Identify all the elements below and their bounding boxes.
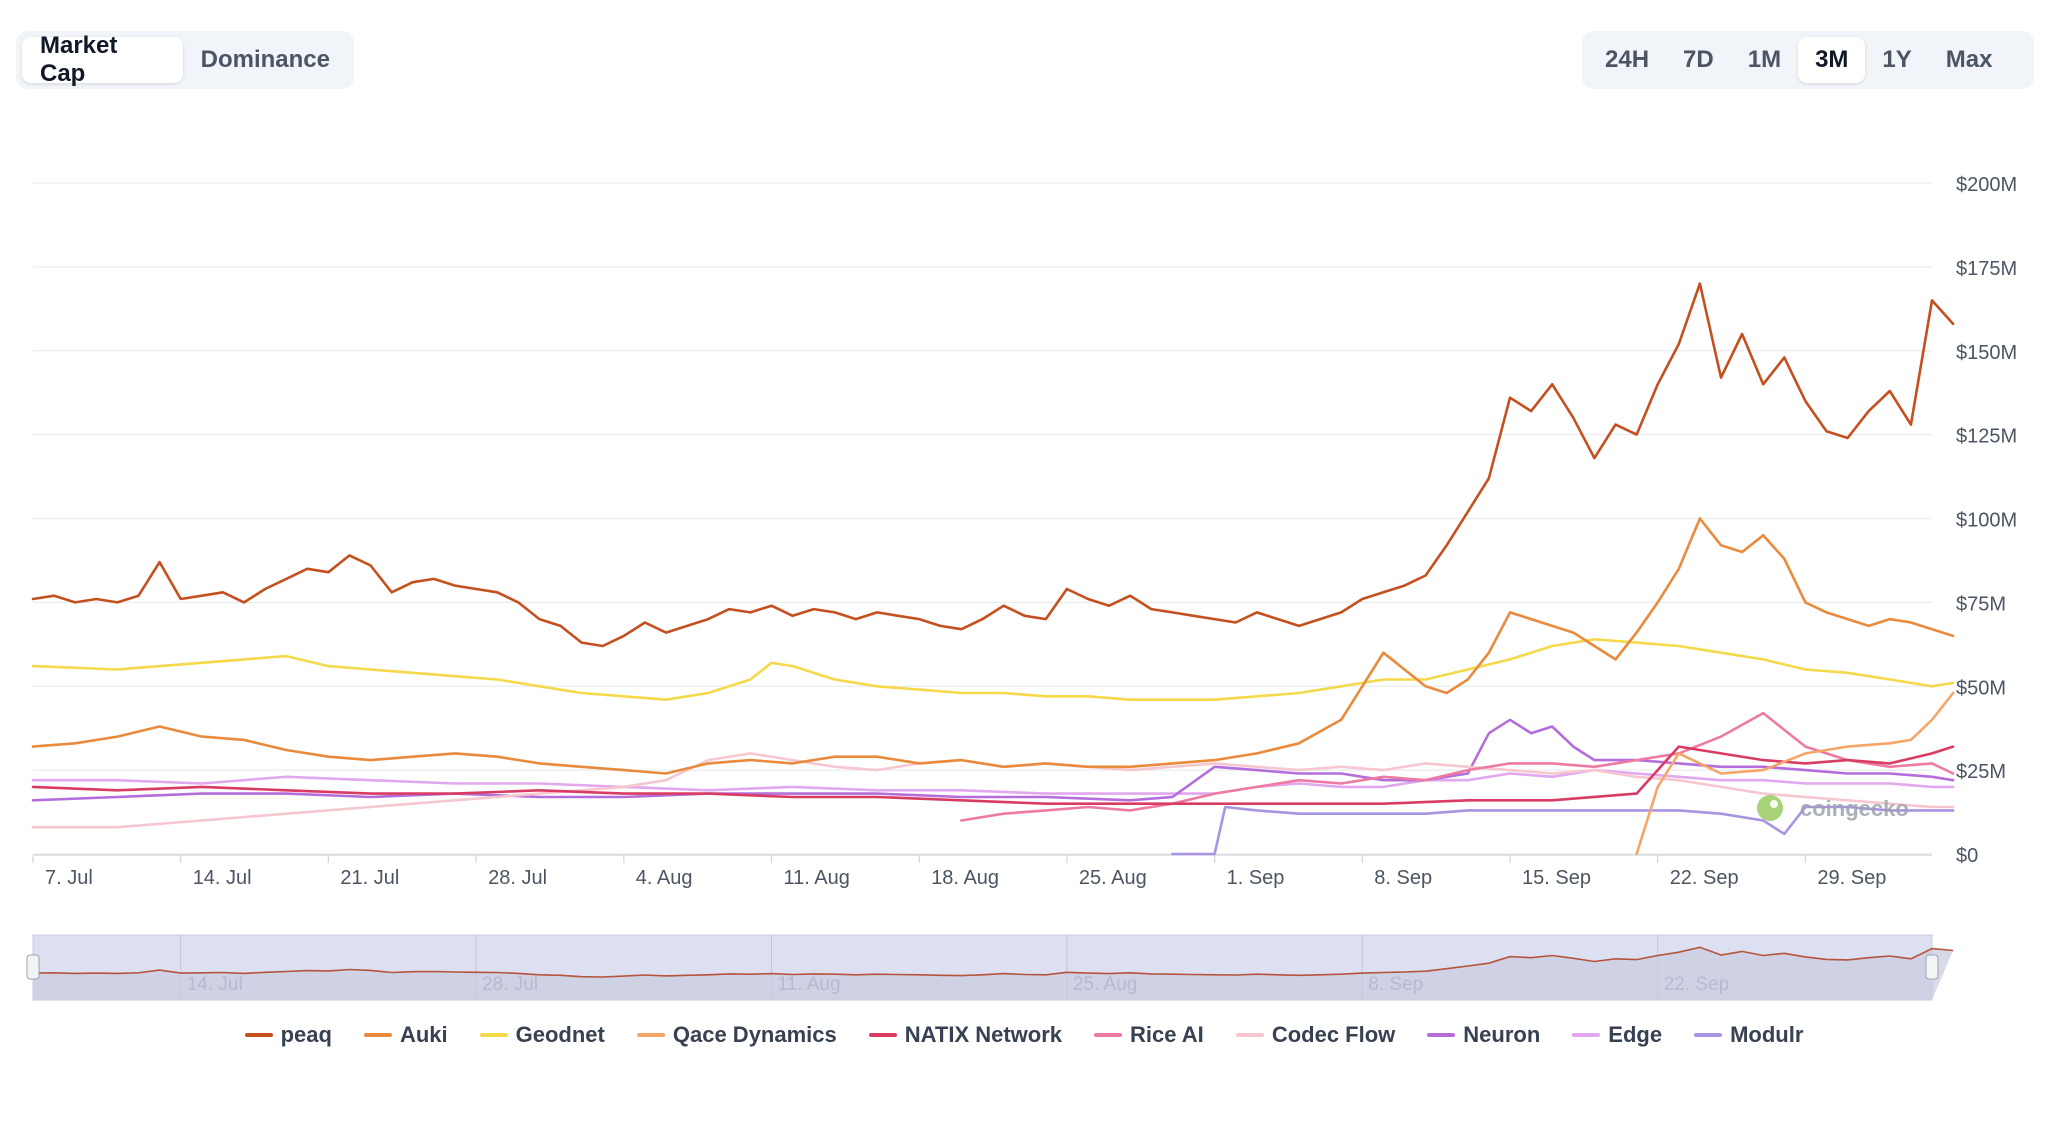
legend-swatch <box>479 1033 508 1037</box>
watermark-text: coingecko <box>1800 796 1909 821</box>
legend-label: Codec Flow <box>1271 1022 1396 1047</box>
x-tick-label: 4. Aug <box>636 867 693 889</box>
legend-swatch <box>1427 1033 1456 1037</box>
legend-label: Auki <box>399 1022 448 1047</box>
legend-item-natix-network[interactable]: NATIX Network <box>868 1022 1063 1048</box>
range-1y-tab[interactable]: 1Y <box>1882 46 1912 73</box>
legend-swatch <box>1094 1033 1123 1037</box>
navigator-area <box>33 947 1954 1000</box>
range-7d-tab[interactable]: 7D <box>1683 46 1714 73</box>
range-3m-tab[interactable]: 3M <box>1798 37 1866 83</box>
range-1m-tab[interactable]: 1M <box>1747 46 1782 73</box>
series-line-edge[interactable] <box>31 768 1955 795</box>
navigator-right-handle[interactable] <box>1925 954 1939 980</box>
coingecko-watermark: coingecko <box>1757 795 1909 821</box>
x-tick-label: 7. Jul <box>45 867 93 889</box>
legend-item-geodnet[interactable]: Geodnet <box>479 1022 605 1048</box>
legend-swatch <box>868 1033 897 1037</box>
y-tick-label: $25M <box>1956 761 2006 783</box>
legend-item-modulr[interactable]: Modulr <box>1694 1022 1803 1048</box>
legend-label: Geodnet <box>515 1022 605 1047</box>
range-max-tab[interactable]: Max <box>1945 46 1993 73</box>
series-line-geodnet[interactable] <box>31 638 1955 701</box>
legend-item-edge[interactable]: Edge <box>1572 1022 1662 1048</box>
x-tick-label: 28. Jul <box>488 867 547 889</box>
legend-label: peaq <box>280 1022 332 1047</box>
x-tick-label: 8. Sep <box>1374 867 1432 889</box>
series-line-rice-ai[interactable] <box>960 711 1955 822</box>
x-tick-label: 22. Sep <box>1670 867 1739 889</box>
legend-item-peaq[interactable]: peaq <box>244 1022 332 1048</box>
legend-swatch <box>363 1033 392 1037</box>
x-tick-label: 18. Aug <box>931 867 999 889</box>
y-tick-label: $0 <box>1956 845 1978 867</box>
legend-swatch <box>1235 1033 1264 1037</box>
series-line-peaq[interactable] <box>31 282 1955 648</box>
y-tick-label: $150M <box>1956 342 2017 364</box>
legend-label: Neuron <box>1463 1022 1541 1047</box>
legend-swatch <box>1572 1033 1601 1037</box>
legend-swatch <box>636 1033 665 1037</box>
view-toggle: Market Cap Dominance <box>16 31 354 89</box>
range-toggle: 24H 7D 1M 3M 1Y Max <box>1582 31 2034 89</box>
legend-item-auki[interactable]: Auki <box>363 1022 448 1048</box>
dominance-tab[interactable]: Dominance <box>200 46 330 73</box>
y-tick-label: $125M <box>1956 426 2017 448</box>
series-line-qace-dynamics[interactable] <box>1635 691 1955 856</box>
coingecko-logo-eye-icon <box>1770 800 1778 808</box>
x-tick-label: 15. Sep <box>1522 867 1591 889</box>
series-line-codec-flow[interactable] <box>31 752 1955 829</box>
legend-swatch <box>244 1033 273 1037</box>
x-tick-label: 29. Sep <box>1817 867 1886 889</box>
legend-item-rice-ai[interactable]: Rice AI <box>1094 1022 1204 1048</box>
legend-item-codec-flow[interactable]: Codec Flow <box>1235 1022 1396 1048</box>
series-line-auki[interactable] <box>31 517 1955 775</box>
x-tick-label: 25. Aug <box>1079 867 1147 889</box>
legend-swatch <box>1694 1033 1723 1037</box>
y-tick-label: $75M <box>1956 593 2006 615</box>
legend-item-neuron[interactable]: Neuron <box>1427 1022 1540 1048</box>
x-tick-label: 14. Jul <box>193 867 252 889</box>
legend-label: Qace Dynamics <box>672 1022 837 1047</box>
y-tick-label: $100M <box>1956 510 2017 532</box>
series-line-neuron[interactable] <box>31 718 1955 802</box>
series-lines[interactable] <box>31 282 1955 856</box>
y-tick-label: $175M <box>1956 258 2017 280</box>
x-tick-label: 21. Jul <box>340 867 399 889</box>
x-tick-label: 1. Sep <box>1227 867 1285 889</box>
y-axis: $0 $25M $50M $75M $100M $125M $150M $175M $200M <box>1956 174 2017 867</box>
range-24h-tab[interactable]: 24H <box>1605 46 1650 73</box>
navigator-left-handle[interactable] <box>26 954 40 980</box>
legend-label: Rice AI <box>1130 1022 1204 1047</box>
y-tick-label: $50M <box>1956 677 2006 699</box>
legend-label: NATIX Network <box>904 1022 1063 1047</box>
y-tick-label: $200M <box>1956 174 2017 196</box>
series-line-modulr[interactable] <box>1171 805 1955 856</box>
legend-label: Edge <box>1608 1022 1663 1047</box>
x-tick-label: 11. Aug <box>784 867 850 889</box>
legend: peaq Auki Geodnet Qace Dynamics NATIX Networ… <box>0 1022 2048 1048</box>
coingecko-logo-icon <box>1757 795 1783 821</box>
navigator-line <box>32 946 1954 978</box>
x-axis: 7. Jul 14. Jul 21. Jul 28. Jul 4. Aug 11. Aug… <box>32 854 1932 889</box>
legend-item-qace-dynamics[interactable]: Qace Dynamics <box>636 1022 837 1048</box>
grid-lines <box>33 182 1932 855</box>
market-cap-tab[interactable]: Market Cap <box>22 32 183 87</box>
legend-label: Modulr <box>1730 1022 1804 1047</box>
